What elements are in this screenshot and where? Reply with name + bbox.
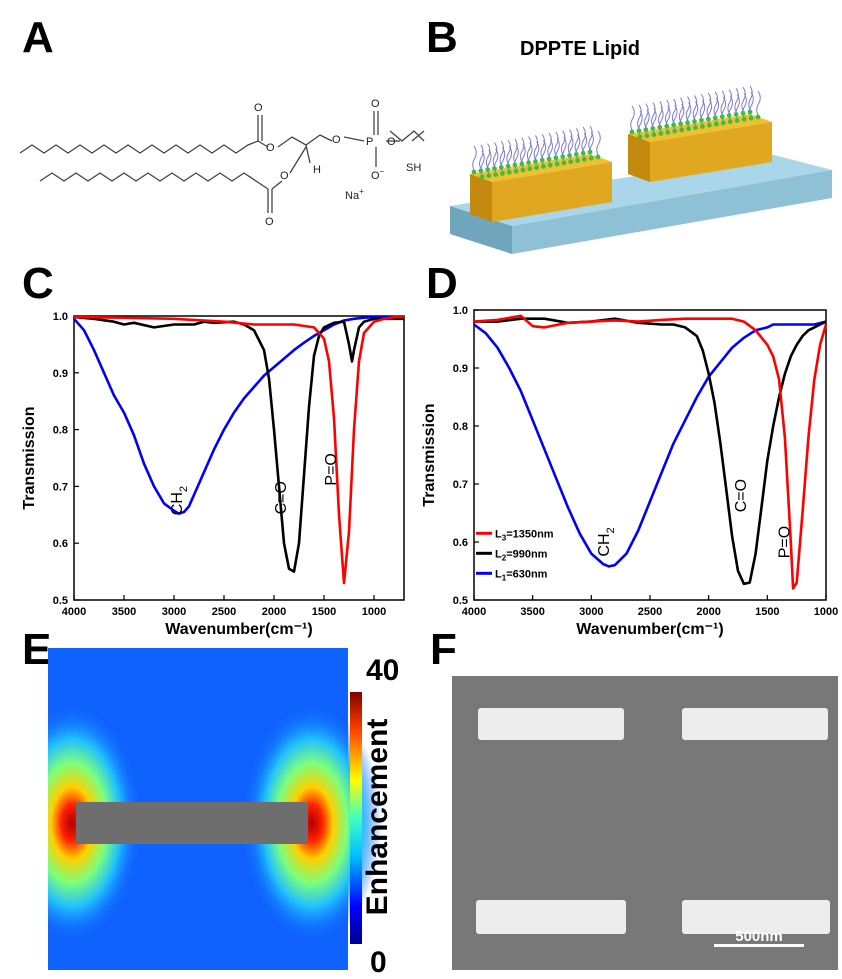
peak-annotation: CH2 <box>169 486 190 515</box>
y-tick-label: 0.6 <box>453 537 468 549</box>
sem-bar-4 <box>682 900 830 934</box>
gold-bar-2-side <box>628 134 650 182</box>
scalebar <box>714 944 804 947</box>
y-tick-label: 0.8 <box>53 425 68 437</box>
gold-bar-1-front <box>492 162 612 222</box>
peak-annotation: P=O <box>777 526 794 558</box>
x-axis-label: Wavenumber(cm⁻¹) <box>165 621 312 638</box>
dppte-structure: O O O O O O O P O− H SH Na+ <box>19 98 425 228</box>
peak-annotation: CH2 <box>596 527 617 556</box>
x-tick-label: 4000 <box>462 606 486 618</box>
atom-o-5: O <box>332 134 341 146</box>
y-tick-label: 1.0 <box>53 311 68 323</box>
x-tick-label: 1000 <box>362 606 386 618</box>
x-tick-label: 1500 <box>755 606 779 618</box>
y-tick-label: 0.5 <box>453 595 468 607</box>
y-tick-label: 0.8 <box>453 421 468 433</box>
scalebar-label: 500nm <box>735 928 783 945</box>
colorbar-max: 40 <box>366 654 400 687</box>
x-tick-label: 2500 <box>638 606 662 618</box>
panel-label-b: B <box>426 13 458 62</box>
x-tick-label: 1000 <box>814 606 838 618</box>
panel-label-e: E <box>22 625 52 674</box>
y-tick-label: 0.7 <box>53 481 68 493</box>
y-tick-label: 1.0 <box>453 305 468 317</box>
panel-label-a: A <box>22 13 54 62</box>
atom-o-minus: O− <box>371 167 385 182</box>
substrate-side <box>512 170 832 254</box>
x-tick-label: 2000 <box>696 606 720 618</box>
peak-annotation: P=O <box>323 453 340 485</box>
chart-d: 4000 3500 3000 2500 2000 1500 1000 0.5 0.6 0.7 0.8… <box>421 305 838 638</box>
y-tick-label: 0.7 <box>453 479 468 491</box>
colorbar <box>350 692 362 944</box>
y-tick-label: 0.9 <box>53 368 68 380</box>
atom-p: P <box>366 136 373 148</box>
atom-o-2: O <box>266 142 275 154</box>
series-line-0 <box>473 320 827 568</box>
nanoantenna-schematic <box>450 85 832 254</box>
gold-bar-2-front <box>650 122 772 182</box>
x-tick-label: 3500 <box>520 606 544 618</box>
atom-o-7: O <box>387 136 396 148</box>
y-tick-label: 0.6 <box>53 538 68 550</box>
dppte-lipid-title: DPPTE Lipid <box>520 38 640 60</box>
atom-o-3: O <box>280 170 289 182</box>
field-enhancement-map <box>48 648 382 970</box>
x-tick-label: 3500 <box>112 606 136 618</box>
substrate-front <box>450 206 512 254</box>
x-tick-label: 2000 <box>262 606 286 618</box>
sem-bar-3 <box>476 900 626 934</box>
series-line-1 <box>73 315 404 573</box>
atom-o-1: O <box>254 102 263 114</box>
y-axis-label: Transmission <box>421 403 438 506</box>
panel-label-f: F <box>430 625 457 674</box>
x-axis-label: Wavenumber(cm⁻¹) <box>576 621 723 638</box>
x-tick-label: 3000 <box>579 606 603 618</box>
plot-frame <box>73 315 405 601</box>
atom-h: H <box>313 164 321 176</box>
colorbar-label: Enhancement <box>361 718 394 916</box>
lipid-layer-1 <box>471 125 601 180</box>
legend-entry: L2=990nm <box>495 548 548 562</box>
series-line-0 <box>73 315 404 515</box>
panel-label-c: C <box>22 259 54 308</box>
legend-entry: L1=630nm <box>495 568 548 582</box>
peak-annotation: C=O <box>733 479 750 512</box>
atom-o-4: O <box>265 216 274 228</box>
nanorod <box>76 802 308 844</box>
x-tick-label: 4000 <box>62 606 86 618</box>
chart-c: 4000 3500 3000 2500 2000 1500 1000 0.5 0.6 0.7 0.8… <box>21 311 405 638</box>
peak-annotation: C=O <box>273 481 290 514</box>
gold-bar-1-side <box>470 174 492 222</box>
x-tick-label: 3000 <box>162 606 186 618</box>
atom-na: Na+ <box>345 187 364 202</box>
y-axis-label: Transmission <box>21 406 38 509</box>
hotspot-right <box>242 703 382 943</box>
panel-label-d: D <box>426 259 458 308</box>
sem-bar-1 <box>478 708 624 740</box>
legend-entry: L3=1350nm <box>495 528 554 542</box>
y-tick-label: 0.9 <box>453 363 468 375</box>
series-line-2 <box>473 314 828 590</box>
lipid-layer-2 <box>629 85 761 140</box>
sem-bar-2 <box>682 708 828 740</box>
x-tick-label: 2500 <box>212 606 236 618</box>
colorbar-min: 0 <box>370 946 387 979</box>
atom-sh: SH <box>406 162 421 174</box>
series-line-2 <box>73 315 404 585</box>
atom-o-6: O <box>371 98 380 110</box>
x-tick-label: 1500 <box>312 606 336 618</box>
y-tick-label: 0.5 <box>53 595 68 607</box>
sem-image: 500nm <box>452 676 838 970</box>
